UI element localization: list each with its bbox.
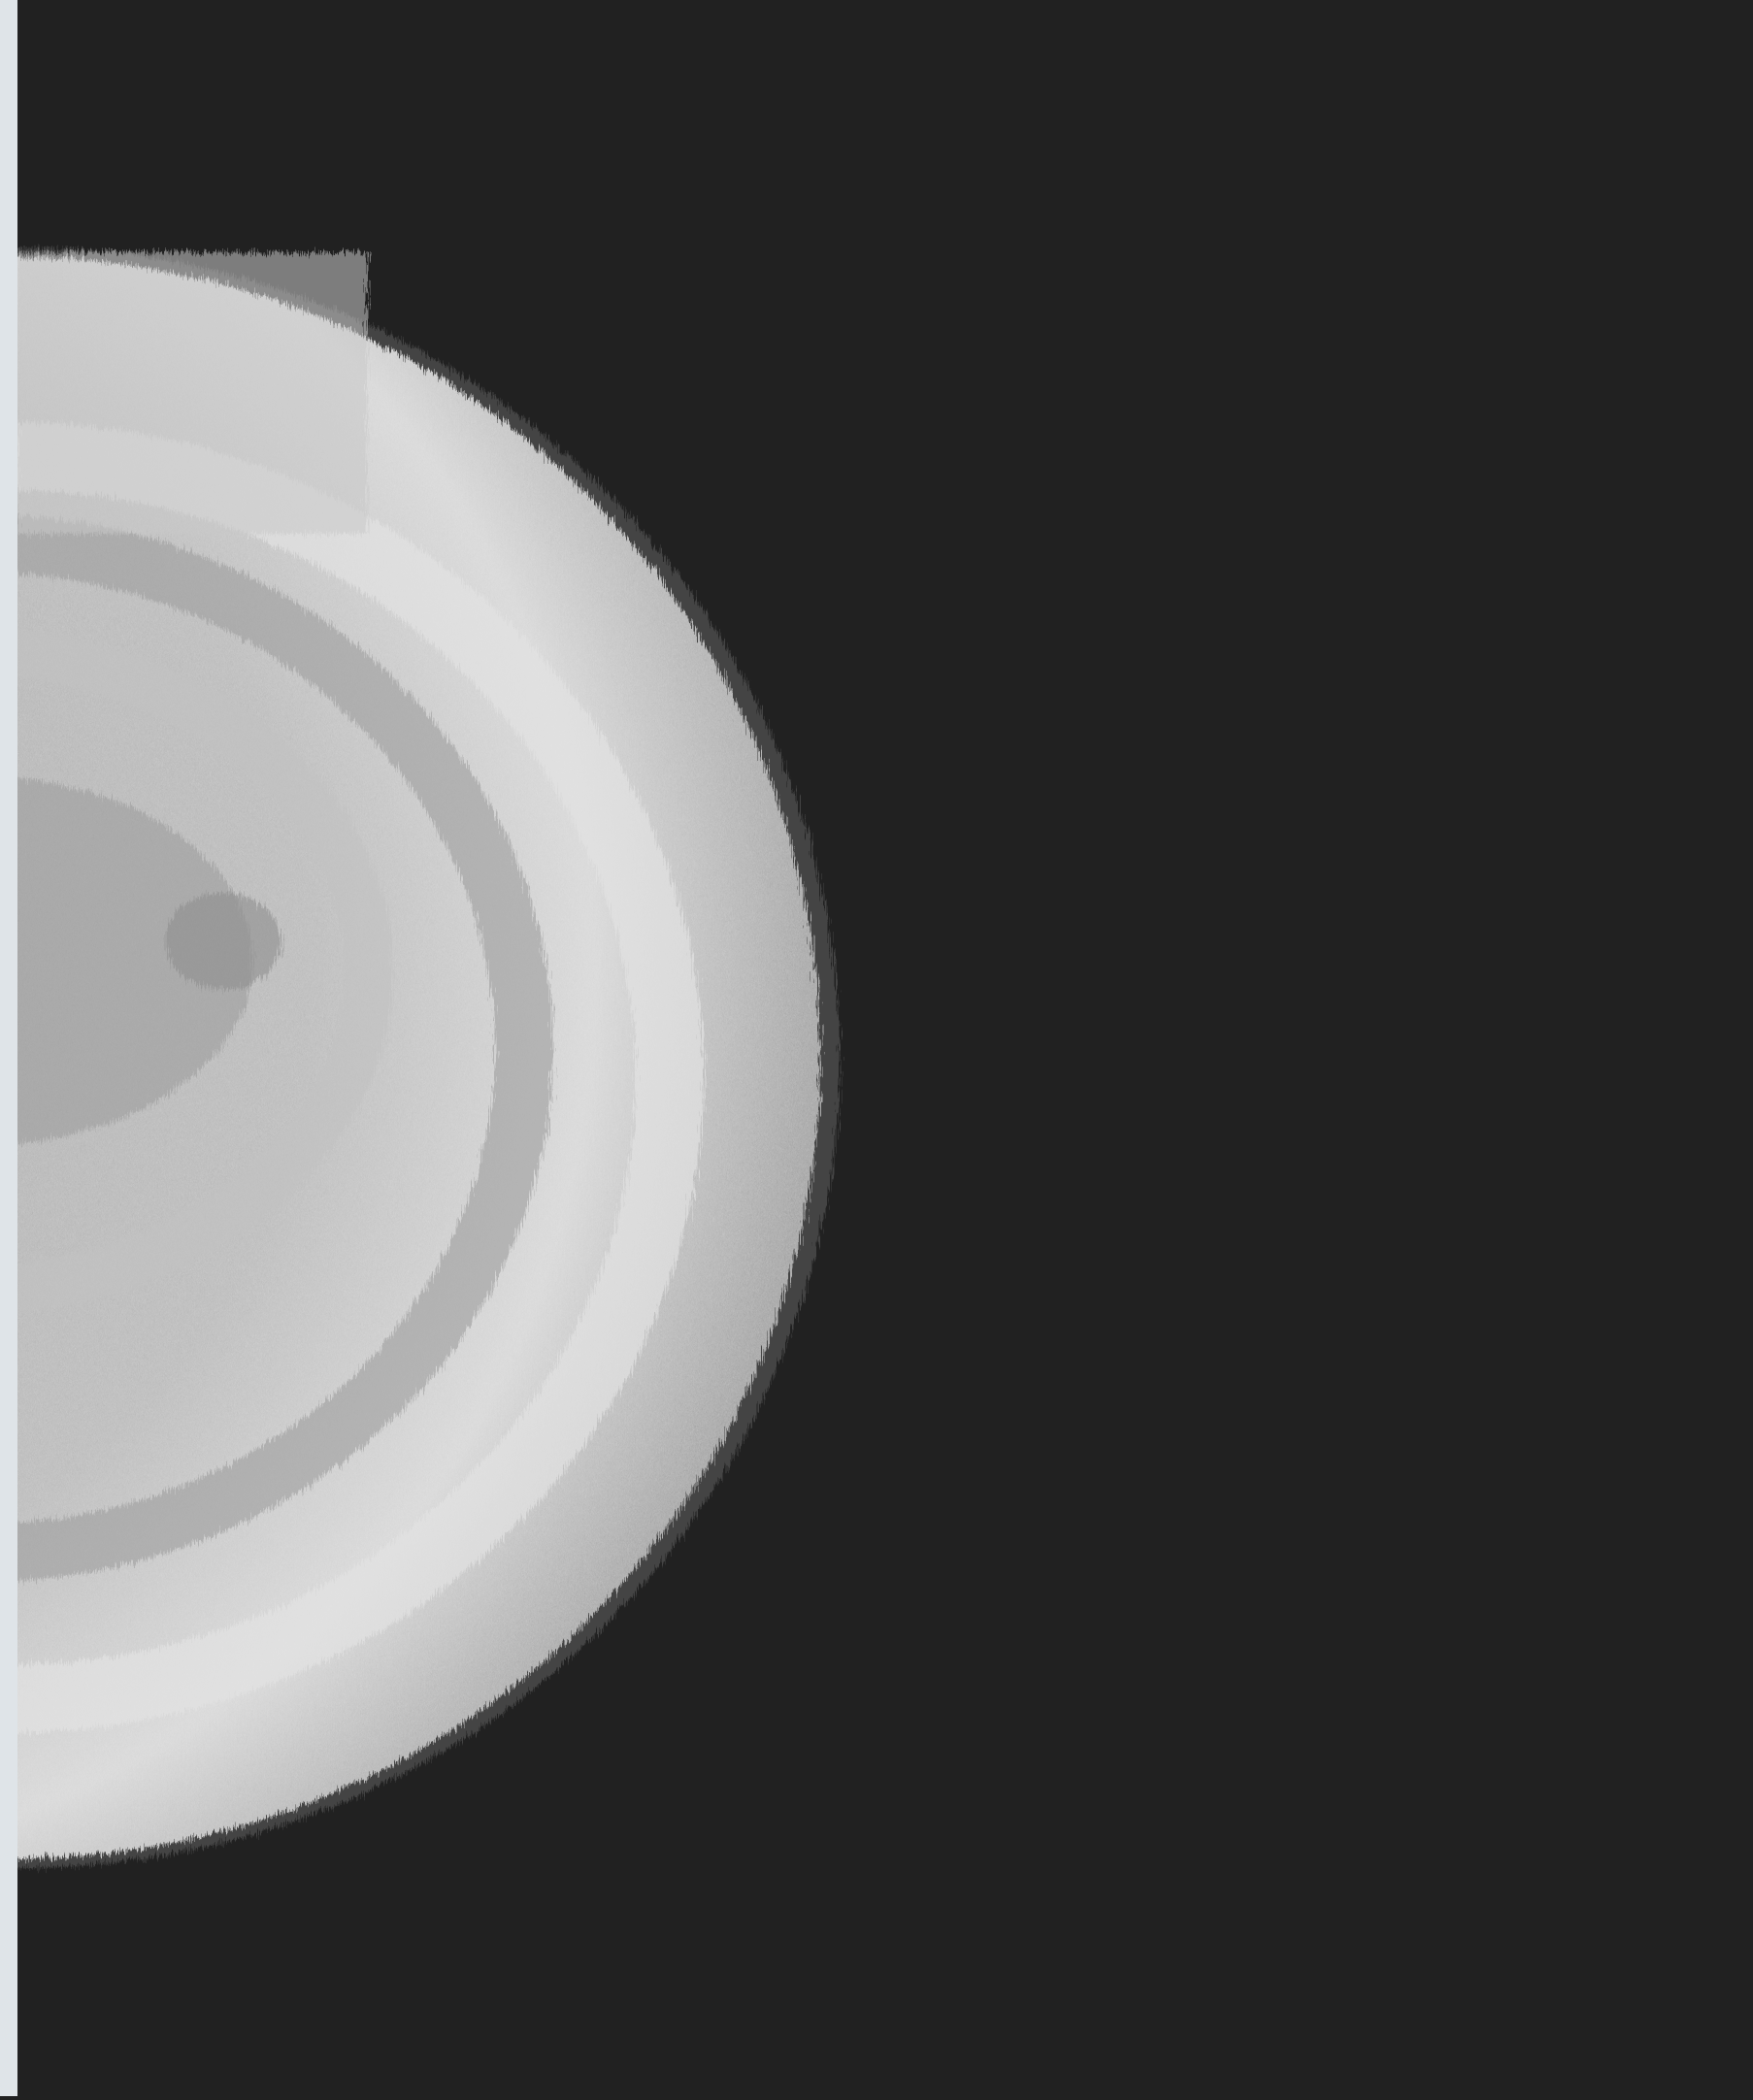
side-panel-edge (0, 0, 17, 2096)
sphere (0, 247, 840, 1868)
painting (0, 247, 840, 1868)
